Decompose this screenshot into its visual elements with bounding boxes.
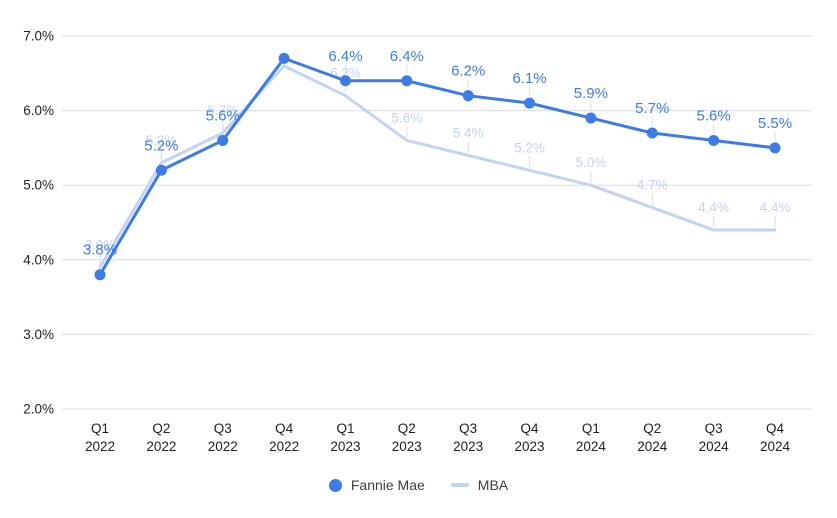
- legend-item-mba: MBA: [450, 477, 509, 493]
- data-label-mba: 5.4%: [453, 125, 484, 140]
- data-label-mba: 4.4%: [698, 200, 729, 215]
- data-point-fannie-mae: [278, 52, 290, 64]
- y-axis-tick-label: 2.0%: [23, 402, 54, 417]
- chart-legend: Fannie Mae MBA: [0, 470, 837, 500]
- y-axis-tick-label: 7.0%: [23, 29, 54, 44]
- x-axis-tick-label-year: 2023: [453, 439, 483, 454]
- data-label-fannie-mae: 5.7%: [635, 100, 669, 117]
- data-label-mba: 5.7%: [207, 103, 238, 118]
- y-axis-tick-label: 3.0%: [23, 327, 54, 342]
- data-point-fannie-mae: [94, 269, 106, 281]
- x-axis-tick-label-quarter: Q1: [336, 421, 354, 436]
- data-label-fannie-mae: 3.8%: [83, 242, 117, 259]
- data-point-fannie-mae: [217, 134, 229, 146]
- x-axis-tick-label-quarter: Q1: [91, 421, 109, 436]
- x-axis-tick-label-quarter: Q2: [643, 421, 661, 436]
- data-label-fannie-mae: 5.6%: [206, 107, 240, 124]
- data-point-fannie-mae: [769, 142, 781, 154]
- x-axis-tick-label-quarter: Q4: [766, 421, 785, 436]
- x-axis-tick-label-year: 2023: [392, 439, 422, 454]
- data-label-fannie-mae: 5.9%: [574, 85, 608, 102]
- x-axis-tick-label-year: 2024: [699, 439, 730, 454]
- data-point-fannie-mae: [462, 90, 474, 102]
- data-label-mba: 5.0%: [576, 155, 607, 170]
- x-axis-tick-label-quarter: Q2: [152, 421, 170, 436]
- data-point-fannie-mae: [401, 75, 413, 87]
- x-axis-tick-label-year: 2024: [760, 439, 791, 454]
- data-label-fannie-mae: 5.5%: [758, 115, 792, 132]
- data-point-fannie-mae: [708, 134, 720, 146]
- series-line-mba: [98, 64, 777, 269]
- x-axis-tick-label-quarter: Q3: [214, 421, 232, 436]
- data-point-fannie-mae: [155, 164, 167, 176]
- data-point-fannie-mae: [339, 75, 351, 87]
- x-axis-tick-label-year: 2023: [515, 439, 545, 454]
- x-axis-tick-label-quarter: Q1: [582, 421, 600, 436]
- data-label-mba: 4.7%: [637, 178, 668, 193]
- legend-label-mba: MBA: [477, 477, 509, 493]
- data-label-fannie-mae: 6.4%: [328, 48, 362, 65]
- data-label-mba: 5.6%: [391, 110, 422, 125]
- x-axis-tick-label-quarter: Q4: [275, 421, 294, 436]
- data-label-fannie-mae: 6.4%: [390, 48, 424, 65]
- x-axis-tick-label-quarter: Q3: [705, 421, 723, 436]
- data-label-mba: 4.4%: [760, 200, 791, 215]
- data-label-fannie-mae: 6.2%: [451, 63, 485, 80]
- fannie-mae-series-marker-icon: [328, 478, 342, 492]
- data-point-fannie-mae: [524, 97, 536, 109]
- x-axis-tick-label-quarter: Q4: [521, 421, 540, 436]
- y-axis-tick-label: 5.0%: [23, 178, 54, 193]
- data-label-mba: 3.9%: [85, 237, 116, 252]
- x-axis-tick-label-year: 2022: [208, 439, 238, 454]
- x-axis-tick-label-year: 2023: [330, 439, 360, 454]
- data-label-mba: 5.3%: [146, 133, 177, 148]
- x-axis-tick-label-year: 2022: [269, 439, 299, 454]
- data-point-fannie-mae: [646, 127, 658, 139]
- data-label-fannie-mae: 5.2%: [144, 137, 178, 154]
- y-axis-tick-label: 6.0%: [23, 103, 54, 118]
- legend-item-fannie-mae: Fannie Mae: [328, 477, 425, 493]
- data-label-mba: 5.2%: [514, 140, 545, 155]
- x-axis-tick-label-year: 2024: [576, 439, 607, 454]
- data-point-fannie-mae: [585, 112, 597, 124]
- y-axis-tick-label: 4.0%: [23, 252, 54, 267]
- x-axis-tick-label-quarter: Q2: [398, 421, 416, 436]
- data-label-fannie-mae: 5.6%: [697, 107, 731, 124]
- x-axis-tick-label-year: 2024: [637, 439, 668, 454]
- data-label-fannie-mae: 6.1%: [512, 70, 546, 87]
- legend-label-fannie-mae: Fannie Mae: [350, 477, 425, 493]
- mba-series-marker-icon: [450, 483, 469, 487]
- series-line-fannie-mae: [98, 56, 777, 277]
- x-axis-tick-label-quarter: Q3: [459, 421, 477, 436]
- x-axis-tick-label-year: 2022: [146, 439, 176, 454]
- x-axis-tick-label-year: 2022: [85, 439, 115, 454]
